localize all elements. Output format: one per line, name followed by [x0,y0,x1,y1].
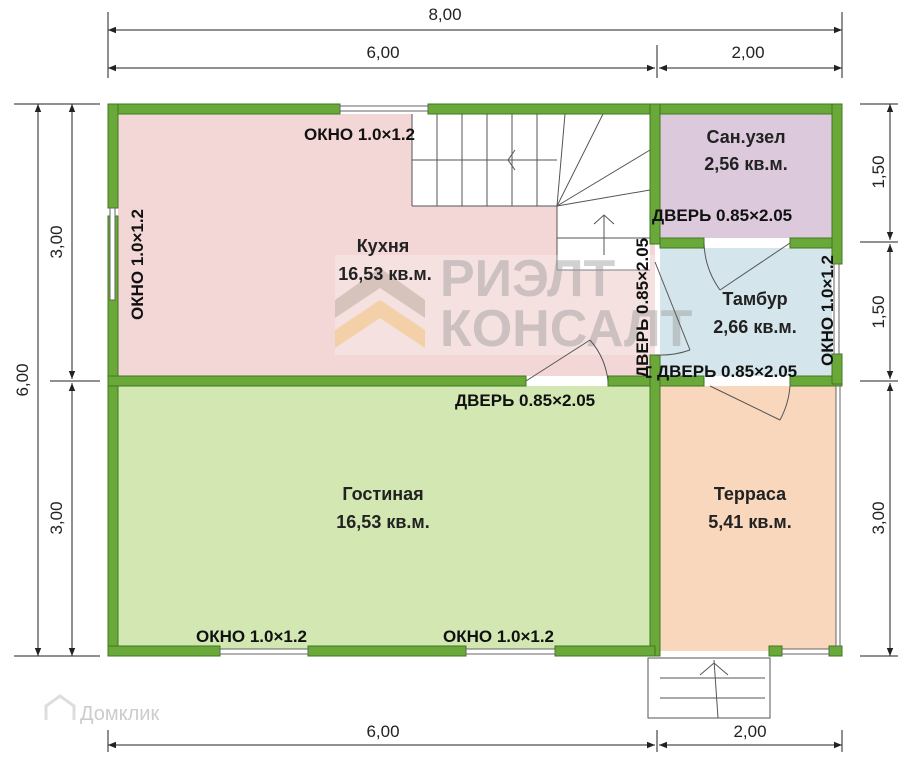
vestibule-name: Тамбур [722,289,787,309]
kitchen-top-window-label: ОКНО 1.0×1.2 [304,125,415,144]
vestibule-window-label: ОКНО 1.0×1.2 [818,255,837,366]
room-terrace [660,386,836,651]
bathroom-name: Сан.узел [706,127,785,147]
staircase [411,113,651,271]
kitchen-vestibule-door-label: ДВЕРЬ 0.85×2.05 [633,238,652,378]
porch-steps [647,657,771,719]
watermark-line2: КОНСАЛТ [440,300,693,358]
living-window-1-label: ОКНО 1.0×1.2 [196,627,307,646]
terrace-name: Терраса [714,484,787,504]
kitchen-door-label: ДВЕРЬ 0.85×2.05 [455,391,595,410]
room-bathroom [660,114,832,238]
bathroom-door-label: ДВЕРЬ 0.85×2.05 [652,206,792,225]
terrace-area: 5,41 кв.м. [708,512,791,532]
dim-top-right: 2,00 [731,43,764,62]
dim-right-lower: 3,00 [869,501,888,534]
vestibule-terrace-door-label: ДВЕРЬ 0.85×2.05 [657,362,797,381]
living-window-2-label: ОКНО 1.0×1.2 [443,627,554,646]
walls [107,103,843,657]
living-area: 16,53 кв.м. [336,512,429,532]
agency-watermark: РИЭЛТ КОНСАЛТ [335,250,693,358]
dim-top-left: 6,00 [366,43,399,62]
kitchen-area: 16,53 кв.м. [338,264,431,284]
dim-left-upper: 3,00 [47,225,66,258]
domclick-watermark: Домклик [44,694,159,725]
dim-bottom-left: 6,00 [366,722,399,741]
dim-bottom-right: 2,00 [733,722,766,741]
dim-left-total: 6,00 [13,363,32,396]
dimension-lines [14,12,898,752]
living-name: Гостиная [342,484,423,504]
vestibule-area: 2,66 кв.м. [713,317,796,337]
domclick-watermark-text: Домклик [80,703,159,725]
room-vestibule [660,248,832,376]
bathroom-area: 2,56 кв.м. [704,154,787,174]
doors [525,242,791,421]
windows [109,105,841,655]
dim-top-total: 8,00 [428,5,461,24]
dim-right-upper: 1,50 [869,155,888,188]
dim-left-lower: 3,00 [47,501,66,534]
kitchen-name: Кухня [357,236,410,256]
dim-right-middle: 1,50 [869,295,888,328]
room-living [118,386,655,651]
watermark-line1: РИЭЛТ [440,250,616,308]
kitchen-left-window-label: ОКНО 1.0×1.2 [128,209,147,320]
